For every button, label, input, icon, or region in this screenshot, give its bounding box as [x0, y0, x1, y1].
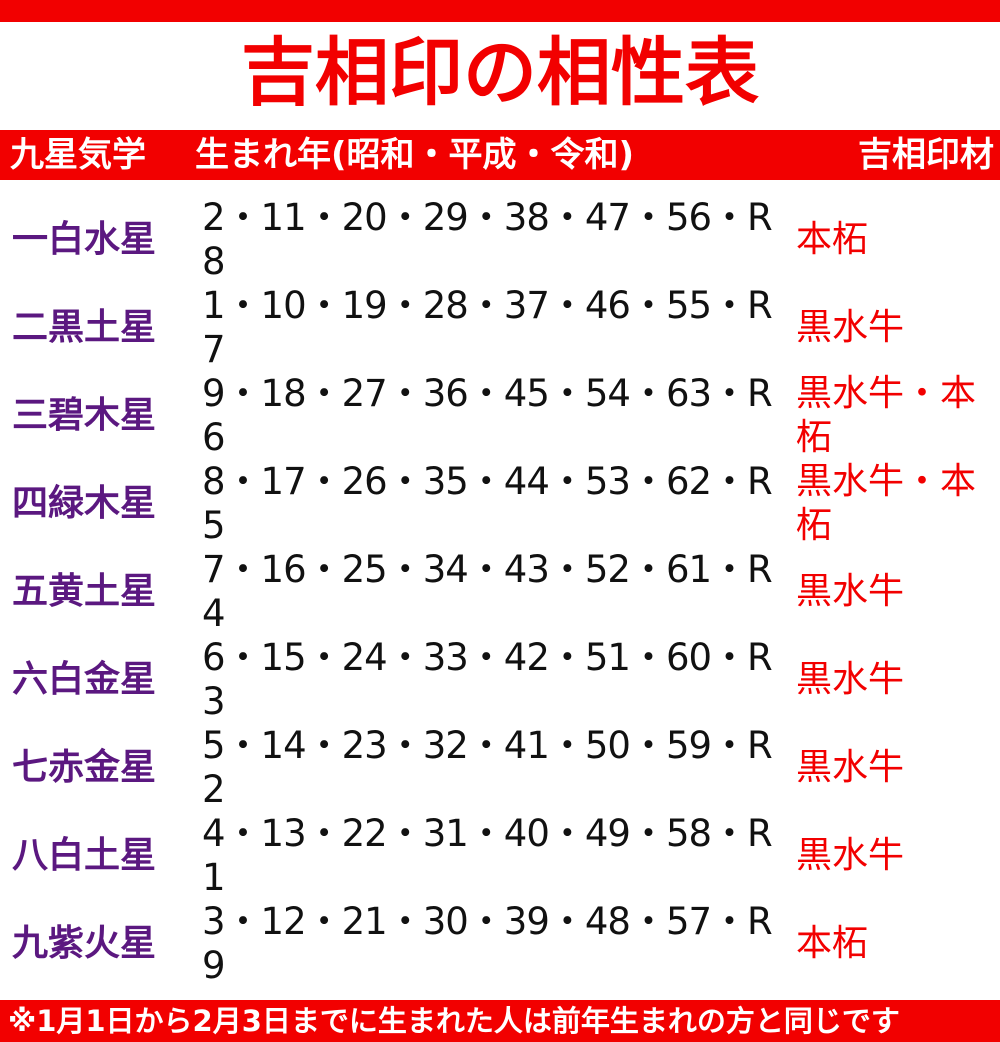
birth-years: 8・17・26・35・44・53・62・R5 [202, 460, 773, 547]
star-name: 三碧木星 [12, 395, 157, 436]
seal-material: 黒水牛 [796, 835, 905, 876]
birth-years: 2・11・20・29・38・47・56・R8 [202, 196, 773, 283]
table-row: 四緑木星 8・17・26・35・44・53・62・R5 黒水牛・本柘 [0, 460, 1000, 548]
seal-material: 本柘 [796, 923, 869, 964]
header-years: 生まれ年(昭和・平成・令和) [195, 135, 635, 175]
star-name: 八白土星 [12, 835, 157, 876]
table-row: 三碧木星 9・18・27・36・45・54・63・R6 黒水牛・本柘 [0, 372, 1000, 460]
table-row: 五黄土星 7・16・25・34・43・52・61・R4 黒水牛 [0, 548, 1000, 636]
seal-material: 黒水牛 [796, 571, 905, 612]
seal-material: 黒水牛 [796, 659, 905, 700]
table-body: 一白水星 2・11・20・29・38・47・56・R8 本柘 二黒土星 1・10・19・… [0, 180, 1000, 1000]
top-bar [0, 0, 1000, 22]
header-star: 九星気学 [10, 135, 146, 175]
footer-note: ※1月1日から2月3日までに生まれた人は前年生まれの方と同じです [0, 1000, 1000, 1042]
star-name: 二黒土星 [12, 307, 157, 348]
birth-years: 6・15・24・33・42・51・60・R3 [202, 636, 773, 723]
seal-material: 本柘 [796, 219, 869, 260]
birth-years: 7・16・25・34・43・52・61・R4 [202, 548, 773, 635]
seal-material: 黒水牛・本柘 [796, 461, 977, 546]
table-row: 二黒土星 1・10・19・28・37・46・55・R7 黒水牛 [0, 284, 1000, 372]
birth-years: 3・12・21・30・39・48・57・R9 [202, 900, 773, 987]
seal-material: 黒水牛 [796, 747, 905, 788]
birth-years: 1・10・19・28・37・46・55・R7 [202, 284, 773, 371]
seal-material: 黒水牛 [796, 307, 905, 348]
star-name: 七赤金星 [12, 747, 157, 788]
table-row: 六白金星 6・15・24・33・42・51・60・R3 黒水牛 [0, 636, 1000, 724]
seal-material: 黒水牛・本柘 [796, 373, 977, 458]
birth-years: 5・14・23・32・41・50・59・R2 [202, 724, 773, 811]
birth-years: 4・13・22・31・40・49・58・R1 [202, 812, 773, 899]
table-row: 九紫火星 3・12・21・30・39・48・57・R9 本柘 [0, 900, 1000, 988]
table-row: 八白土星 4・13・22・31・40・49・58・R1 黒水牛 [0, 812, 1000, 900]
star-name: 五黄土星 [12, 571, 157, 612]
birth-years: 9・18・27・36・45・54・63・R6 [202, 372, 773, 459]
table-row: 七赤金星 5・14・23・32・41・50・59・R2 黒水牛 [0, 724, 1000, 812]
table-header: 九星気学 生まれ年(昭和・平成・令和) 吉相印材 [0, 130, 1000, 180]
star-name: 六白金星 [12, 659, 157, 700]
page-title: 吉相印の相性表 [241, 30, 759, 116]
table-row: 一白水星 2・11・20・29・38・47・56・R8 本柘 [0, 196, 1000, 284]
header-material: 吉相印材 [858, 135, 994, 175]
star-name: 四緑木星 [12, 483, 157, 524]
star-name: 一白水星 [12, 219, 157, 260]
star-name: 九紫火星 [12, 923, 157, 964]
